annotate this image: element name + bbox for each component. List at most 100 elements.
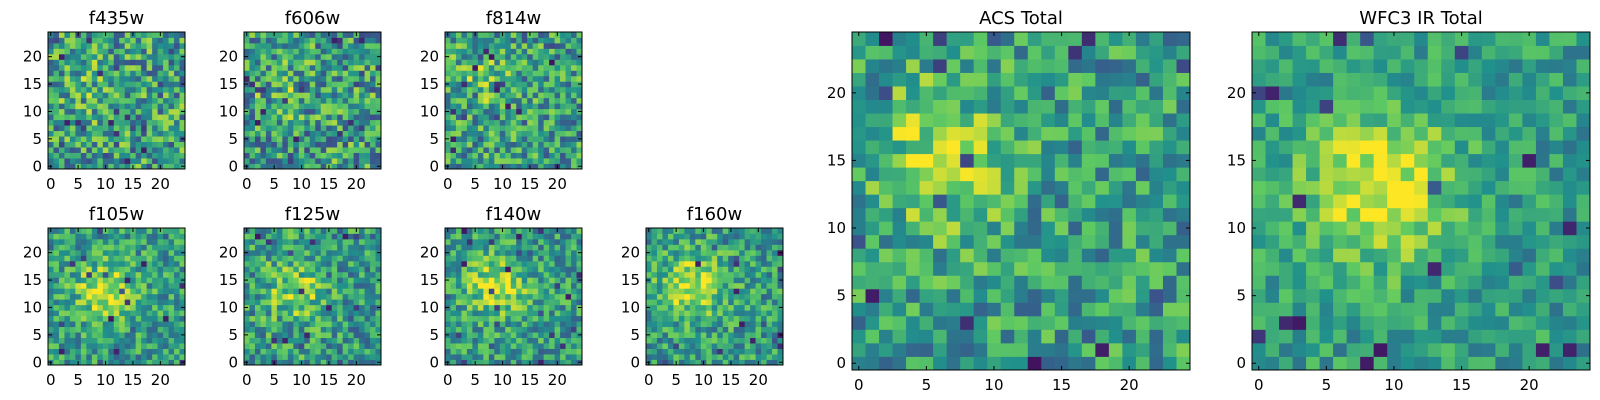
heatmap-cell bbox=[254, 326, 261, 333]
heatmap-cell bbox=[282, 277, 289, 284]
heatmap-cell bbox=[717, 271, 724, 278]
heatmap-cell bbox=[86, 310, 93, 317]
heatmap-cell bbox=[505, 354, 512, 360]
heatmap-cell bbox=[282, 163, 289, 170]
heatmap-cell bbox=[521, 266, 528, 273]
heatmap-cell bbox=[53, 304, 60, 311]
heatmap-cell bbox=[722, 354, 729, 360]
heatmap-cell bbox=[510, 70, 517, 77]
heatmap-cell bbox=[1135, 356, 1150, 371]
heatmap-cell bbox=[174, 260, 180, 267]
heatmap-cell bbox=[135, 326, 142, 333]
heatmap-cell bbox=[163, 97, 169, 104]
heatmap-cell bbox=[146, 75, 153, 82]
heatmap-cell bbox=[1014, 302, 1029, 317]
heatmap-cell bbox=[461, 141, 468, 148]
heatmap-cell bbox=[265, 255, 272, 262]
heatmap-cell bbox=[298, 97, 305, 104]
heatmap-cell bbox=[320, 266, 327, 273]
heatmap-cell bbox=[466, 75, 473, 82]
heatmap-cell bbox=[113, 136, 120, 142]
heatmap-cell bbox=[293, 288, 300, 295]
heatmap-cell bbox=[722, 266, 729, 273]
heatmap-cell bbox=[684, 299, 691, 306]
heatmap-cell bbox=[53, 163, 60, 170]
heatmap-cell bbox=[157, 321, 164, 328]
heatmap-cell bbox=[549, 277, 555, 284]
heatmap-cell bbox=[766, 293, 773, 300]
heatmap-cell bbox=[684, 228, 691, 234]
heatmap-cell bbox=[75, 233, 82, 240]
heatmap-cell bbox=[53, 97, 60, 104]
heatmap-cell bbox=[64, 304, 71, 311]
heatmap-cell bbox=[320, 92, 327, 99]
heatmap-cell bbox=[331, 315, 338, 322]
heatmap-cell bbox=[124, 86, 131, 93]
heatmap-cell bbox=[695, 293, 702, 300]
heatmap-cell bbox=[309, 315, 316, 322]
heatmap-cell bbox=[315, 359, 322, 366]
heatmap-cell bbox=[359, 130, 365, 137]
heatmap-cell bbox=[450, 304, 457, 311]
heatmap-cell bbox=[80, 233, 87, 240]
heatmap-cell bbox=[662, 304, 669, 311]
heatmap-cell bbox=[375, 59, 382, 66]
heatmap-cell bbox=[348, 48, 354, 55]
heatmap-cell bbox=[667, 255, 674, 262]
heatmap-cell bbox=[130, 130, 137, 137]
heatmap-cell bbox=[906, 207, 920, 222]
heatmap-cell bbox=[646, 282, 652, 289]
heatmap-cell bbox=[906, 180, 920, 195]
heatmap-cell bbox=[293, 233, 300, 240]
heatmap-cell bbox=[532, 332, 539, 338]
heatmap-cell bbox=[892, 248, 907, 263]
heatmap-cell bbox=[706, 304, 713, 311]
heatmap-cell bbox=[64, 130, 71, 137]
heatmap-cell bbox=[695, 304, 702, 311]
heatmap-cell bbox=[320, 282, 327, 289]
heatmap-cell bbox=[960, 342, 975, 357]
x-tick-label: 0 bbox=[443, 175, 453, 193]
heatmap-cell bbox=[58, 310, 65, 317]
heatmap-cell bbox=[265, 147, 272, 153]
heatmap-cell bbox=[722, 310, 729, 317]
heatmap-cell bbox=[282, 141, 289, 148]
heatmap-cell bbox=[689, 244, 696, 251]
heatmap-cell bbox=[684, 255, 691, 262]
heatmap-cell bbox=[359, 119, 365, 126]
y-tick-label: 5 bbox=[228, 326, 238, 344]
heatmap-cell bbox=[1162, 342, 1177, 357]
heatmap-cell bbox=[1162, 194, 1177, 209]
heatmap-cell bbox=[287, 163, 294, 170]
axes-frame bbox=[645, 227, 784, 366]
heatmap-cell bbox=[80, 249, 87, 256]
heatmap-cell bbox=[124, 304, 131, 311]
heatmap-cell bbox=[510, 37, 517, 44]
heatmap-cell bbox=[108, 97, 115, 104]
heatmap-cell bbox=[549, 255, 555, 262]
heatmap-cell bbox=[146, 326, 153, 333]
heatmap-cell bbox=[521, 343, 528, 349]
heatmap-cell bbox=[152, 310, 158, 317]
heatmap-cell bbox=[353, 260, 360, 267]
heatmap-cell bbox=[549, 114, 555, 121]
heatmap-cell bbox=[772, 343, 778, 349]
heatmap-cell bbox=[157, 158, 164, 164]
heatmap-cell bbox=[455, 310, 462, 317]
heatmap-cell bbox=[309, 321, 316, 328]
heatmap-cell bbox=[315, 244, 322, 251]
heatmap-cell bbox=[141, 228, 148, 234]
heatmap-cell bbox=[135, 299, 142, 306]
heatmap-cell bbox=[97, 255, 104, 262]
heatmap-cell bbox=[455, 59, 462, 66]
heatmap-cell bbox=[298, 147, 305, 153]
heatmap-cell bbox=[80, 326, 87, 333]
heatmap-cell bbox=[91, 354, 98, 360]
heatmap-cell bbox=[359, 92, 365, 99]
heatmap-cell bbox=[477, 293, 484, 300]
heatmap-cell bbox=[168, 228, 175, 234]
heatmap-cell bbox=[549, 92, 555, 99]
heatmap-cell bbox=[298, 343, 305, 349]
heatmap-cell bbox=[179, 233, 186, 240]
heatmap-cell bbox=[483, 141, 490, 148]
